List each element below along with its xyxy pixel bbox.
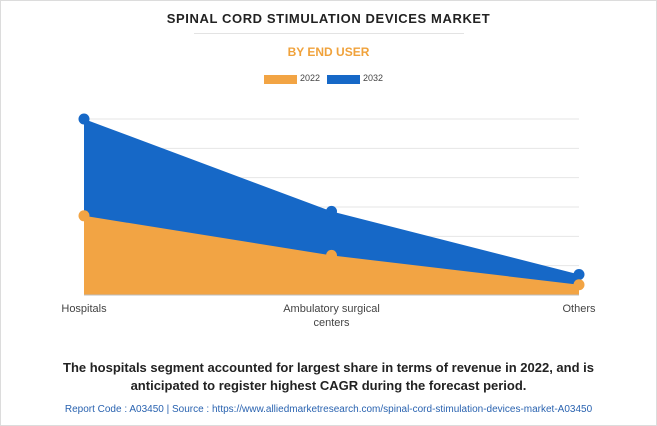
x-tick-label-0: Hospitals xyxy=(61,303,107,315)
footnote-line-1: The hospitals segment accounted for larg… xyxy=(63,360,594,375)
legend-label-2022: 2022 xyxy=(300,73,321,83)
data-point-2032-0 xyxy=(78,113,90,125)
chart-subtitle: BY END USER xyxy=(287,45,370,59)
data-point-2032-2 xyxy=(573,268,585,280)
data-point-2022-0 xyxy=(78,210,90,222)
data-point-2032-1 xyxy=(326,205,337,217)
chart-footnote: The hospitals segment accounted for larg… xyxy=(0,359,657,395)
legend: 2022 2032 xyxy=(0,72,657,86)
footnote-line-2: anticipated to register highest CAGR dur… xyxy=(130,378,527,393)
legend-swatch-2022 xyxy=(264,75,297,84)
chart-title: SPINAL CORD STIMULATION DEVICES MARKET xyxy=(166,11,491,26)
data-point-2022-2 xyxy=(573,279,585,291)
title-divider xyxy=(194,33,464,34)
legend-label-2032: 2032 xyxy=(363,73,384,83)
source-line: Report Code : A03450 | Source : https://… xyxy=(64,404,593,415)
data-point-2022-1 xyxy=(326,249,337,261)
legend-swatch-2032 xyxy=(327,75,360,84)
x-tick-label-1: Ambulatory surgical centers xyxy=(283,303,380,329)
x-tick-label-2: Others xyxy=(562,303,596,315)
